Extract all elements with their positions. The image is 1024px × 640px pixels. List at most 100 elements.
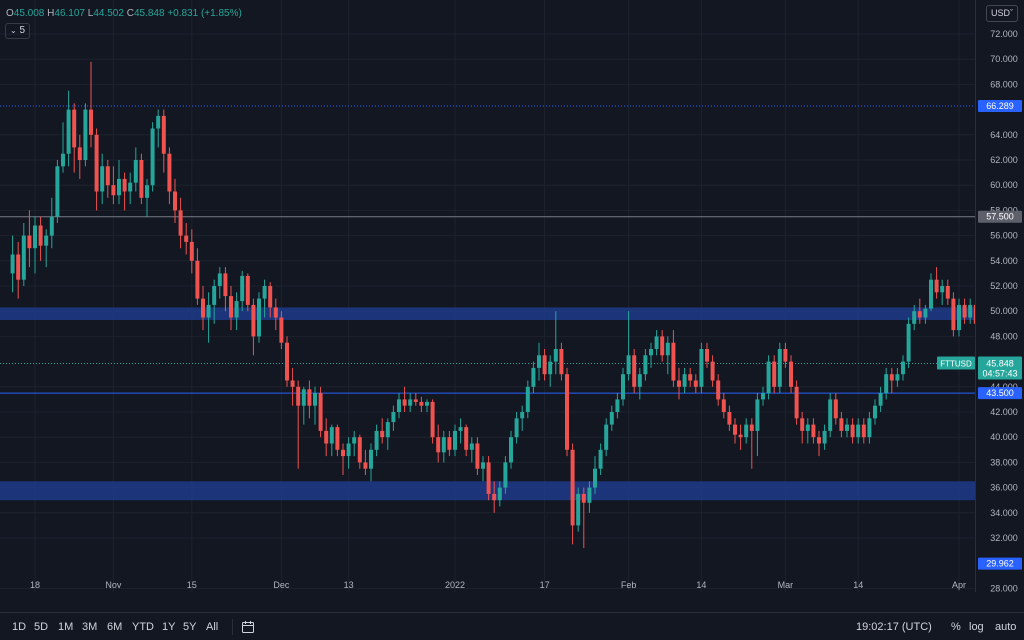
candle-body: [822, 430, 827, 444]
candle-body: [206, 304, 211, 318]
candle-body: [307, 389, 312, 406]
y-tick-label: 52.000: [990, 281, 1018, 291]
candle-body: [665, 342, 670, 356]
candle-body: [21, 235, 26, 280]
indicator-toggle-button[interactable]: ⌄ 5: [5, 23, 31, 39]
timeframe-button-1d[interactable]: 1D: [12, 621, 27, 633]
candle-body: [800, 418, 805, 431]
log-scale-toggle[interactable]: log: [969, 621, 984, 633]
candle-body: [699, 349, 704, 387]
candle-body: [234, 301, 239, 318]
timeframe-button-6m[interactable]: 6M: [107, 621, 123, 633]
candle-body: [380, 430, 385, 438]
candle-body: [167, 153, 172, 192]
candle-body: [318, 393, 323, 431]
clock-display[interactable]: 19:02:17 (UTC): [856, 621, 932, 633]
bottom-toolbar: 1D 5D 1M 3M 6M YTD 1Y 5Y All 19:02:17 (UTC) % lo…: [0, 612, 1024, 640]
timeframe-button-all[interactable]: All: [206, 621, 219, 633]
chart-plot-area[interactable]: 18Nov15Dec13202217Feb14Mar14Apr18⚙FTTUSD…: [0, 0, 975, 592]
y-tick-label: 36.000: [990, 483, 1018, 493]
candle-body: [217, 273, 222, 286]
candle-body: [122, 178, 127, 192]
low-value: 44.502: [93, 8, 124, 19]
candle-body: [598, 449, 603, 469]
candle-body: [738, 434, 743, 438]
y-tick-label: 54.000: [990, 256, 1018, 266]
candle-body: [357, 437, 362, 463]
candle-body: [783, 349, 788, 362]
candle-body: [469, 443, 474, 450]
x-tick-label: 14: [853, 580, 863, 590]
candle-body: [553, 349, 558, 362]
candle-body: [839, 418, 844, 431]
candle-body: [391, 412, 396, 423]
candle-body: [346, 443, 351, 457]
candle-body: [105, 166, 110, 186]
candle-body: [128, 182, 133, 192]
x-tick-label: Dec: [273, 580, 290, 590]
y-tick-label: 68.000: [990, 79, 1018, 89]
candle-body: [296, 386, 301, 406]
candle-body: [677, 380, 681, 387]
candle-body: [178, 210, 183, 236]
x-tick-label: Nov: [105, 580, 122, 590]
candle-body: [962, 304, 967, 318]
candle-body: [497, 487, 502, 501]
timeframe-button-5y[interactable]: 5Y: [183, 621, 197, 633]
candle-body: [609, 412, 614, 425]
y-tick-label: 60.000: [990, 180, 1018, 190]
timeframe-button-1m[interactable]: 1M: [58, 621, 74, 633]
candle-body: [240, 275, 245, 302]
candle-body: [268, 286, 273, 308]
percent-scale-toggle[interactable]: %: [951, 621, 961, 633]
currency-select[interactable]: USDˇ: [986, 5, 1018, 22]
candle-body: [145, 185, 149, 198]
candle-body: [957, 304, 961, 331]
candle-body: [245, 275, 250, 305]
candle-body: [408, 399, 413, 406]
candle-body: [111, 185, 116, 196]
candle-body: [16, 254, 21, 280]
candlestick-chart[interactable]: 18Nov15Dec13202217Feb14Mar14Apr18⚙FTTUSD: [0, 0, 975, 592]
timeframe-button-1y[interactable]: 1Y: [162, 621, 176, 633]
y-tick-label: 70.000: [990, 54, 1018, 64]
candle-body: [486, 462, 491, 494]
auto-scale-toggle[interactable]: auto: [995, 621, 1017, 633]
candle-body: [301, 389, 306, 406]
x-tick-label: 18: [30, 580, 40, 590]
price-axis[interactable]: 72.000 70.000 68.000 64.000 62.000 60.000 58.0…: [975, 0, 1024, 592]
timeframe-button-5d[interactable]: 5D: [34, 621, 49, 633]
candle-body: [229, 296, 233, 318]
candle-body: [481, 462, 485, 469]
candle-body: [861, 424, 866, 438]
indicator-count: 5: [19, 25, 26, 36]
timeframe-button-ytd[interactable]: YTD: [132, 621, 154, 633]
candle-body: [811, 424, 816, 438]
candle-body: [749, 424, 754, 431]
candle-body: [733, 424, 737, 435]
candle-body: [335, 427, 340, 450]
candle-body: [89, 109, 93, 135]
candle-body: [789, 361, 793, 387]
price-badge-label: 43.500: [986, 388, 1014, 398]
x-tick-label: Mar: [778, 580, 794, 590]
candle-body: [49, 216, 54, 236]
candle-body: [425, 401, 429, 406]
candle-body: [509, 437, 513, 463]
y-tick-label: 72.000: [990, 29, 1018, 39]
candle-body: [201, 298, 205, 318]
candle-body: [139, 160, 144, 198]
candle-body: [195, 260, 200, 299]
symbol-tag-label: FTTUSD: [940, 360, 972, 369]
x-tick-label: 15: [187, 580, 197, 590]
date-range-icon[interactable]: [241, 620, 255, 634]
candle-body: [369, 449, 373, 469]
candle-body: [878, 393, 883, 406]
candle-body: [10, 254, 15, 274]
timeframe-button-3m[interactable]: 3M: [82, 621, 98, 633]
candle-body: [968, 304, 973, 318]
x-tick-label: 2022: [445, 580, 465, 590]
x-tick-label: 17: [540, 580, 550, 590]
open-label: O: [6, 8, 14, 19]
candle-body: [727, 412, 732, 425]
